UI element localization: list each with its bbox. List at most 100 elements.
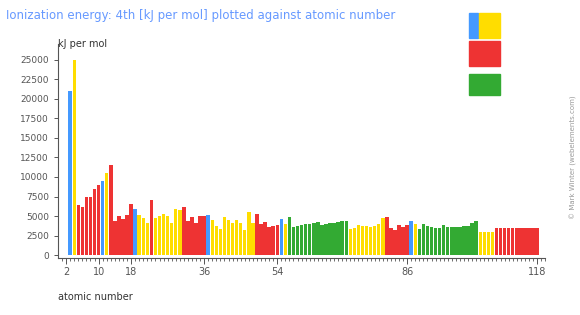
Bar — [89, 197, 92, 255]
Bar — [527, 228, 531, 255]
Bar — [357, 226, 360, 255]
Bar — [535, 228, 539, 255]
Bar — [483, 232, 486, 255]
Bar — [101, 180, 104, 255]
Bar — [454, 227, 458, 255]
Bar — [190, 217, 194, 255]
Bar — [466, 226, 470, 255]
Bar — [393, 230, 397, 255]
Bar — [442, 226, 445, 255]
Bar — [349, 229, 352, 255]
Bar — [77, 205, 80, 255]
Bar — [531, 228, 535, 255]
Bar — [263, 222, 267, 255]
Bar — [68, 91, 72, 255]
Bar — [499, 228, 502, 255]
Text: kJ per mol: kJ per mol — [58, 39, 107, 49]
Bar — [202, 215, 206, 255]
Bar — [369, 227, 372, 255]
Bar — [72, 60, 76, 255]
Bar — [235, 220, 238, 255]
Bar — [271, 226, 275, 255]
Bar — [105, 173, 108, 255]
Bar — [458, 227, 462, 255]
Bar — [113, 221, 117, 255]
Bar — [231, 223, 234, 255]
Bar — [158, 216, 161, 255]
Bar — [377, 224, 380, 255]
Bar — [133, 209, 137, 255]
Bar — [162, 214, 165, 255]
Bar — [211, 220, 214, 255]
Bar — [409, 221, 413, 255]
Bar — [267, 227, 271, 255]
Bar — [328, 223, 332, 255]
Bar — [154, 218, 157, 255]
Bar — [255, 215, 259, 255]
Bar — [292, 227, 295, 255]
Bar — [434, 228, 437, 255]
Bar — [93, 189, 96, 255]
Bar — [361, 226, 364, 255]
Bar — [194, 223, 198, 255]
Bar — [170, 223, 173, 255]
Bar — [462, 226, 466, 255]
Bar — [150, 200, 153, 255]
Bar — [215, 226, 218, 255]
Bar — [474, 221, 478, 255]
Bar — [243, 230, 246, 255]
Bar — [507, 228, 510, 255]
Bar — [385, 217, 389, 255]
Bar — [304, 224, 307, 255]
Bar — [491, 232, 494, 255]
Bar — [182, 207, 186, 255]
Bar — [519, 228, 523, 255]
Bar — [109, 165, 113, 255]
Bar — [312, 223, 316, 255]
Bar — [430, 227, 433, 255]
Bar — [405, 226, 409, 255]
Bar — [495, 228, 498, 255]
Text: Ionization energy: 4th [kJ per mol] plotted against atomic number: Ionization energy: 4th [kJ per mol] plot… — [6, 9, 395, 22]
Bar — [381, 218, 385, 255]
Bar — [247, 212, 251, 255]
Bar — [487, 232, 490, 255]
Bar — [206, 215, 210, 255]
Bar — [345, 221, 348, 255]
Bar — [223, 217, 226, 255]
Bar — [478, 232, 482, 255]
Bar — [219, 229, 222, 255]
Bar — [511, 228, 514, 255]
Bar — [97, 185, 100, 255]
Text: atomic number: atomic number — [58, 292, 133, 302]
Bar — [308, 224, 311, 255]
Bar — [438, 228, 441, 255]
Bar — [259, 225, 263, 255]
Bar — [389, 228, 393, 255]
Bar — [316, 222, 320, 255]
Bar — [353, 228, 356, 255]
Bar — [503, 228, 506, 255]
Bar — [186, 221, 190, 255]
Bar — [146, 222, 149, 255]
Bar — [280, 219, 283, 255]
Bar — [85, 197, 88, 255]
Bar — [129, 204, 133, 255]
Bar — [117, 216, 121, 255]
Bar — [340, 221, 344, 255]
Text: © Mark Winter (webelements.com): © Mark Winter (webelements.com) — [570, 96, 577, 219]
Bar — [276, 225, 279, 255]
Bar — [450, 227, 454, 255]
Bar — [174, 209, 177, 255]
Bar — [81, 207, 84, 255]
Bar — [198, 215, 202, 255]
Bar — [470, 223, 474, 255]
Bar — [142, 218, 145, 255]
Bar — [414, 224, 417, 255]
Bar — [239, 223, 242, 255]
Bar — [422, 225, 425, 255]
Bar — [227, 220, 230, 255]
Bar — [125, 215, 129, 255]
Bar — [446, 227, 450, 255]
Bar — [336, 222, 340, 255]
